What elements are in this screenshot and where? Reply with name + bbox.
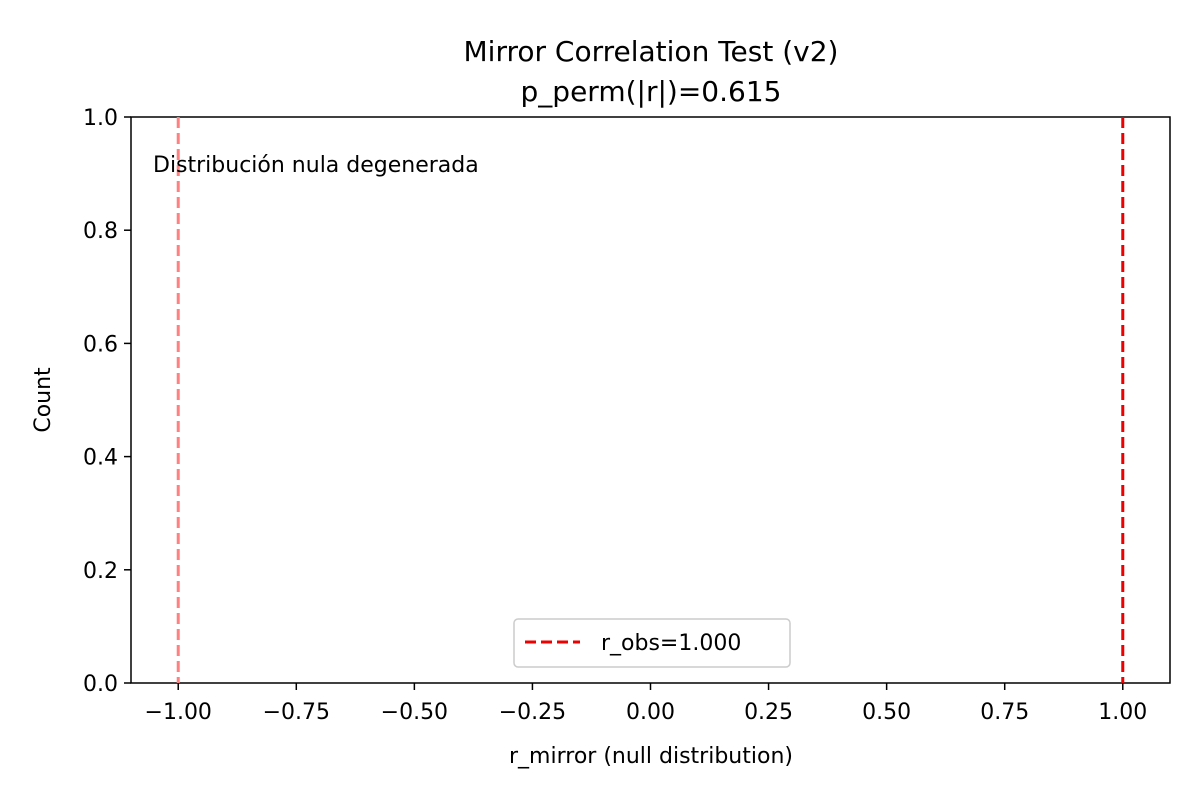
legend-label-r-obs: r_obs=1.000: [601, 631, 741, 656]
reference-lines: [176, 117, 1125, 683]
y-tick-label: 0.0: [83, 672, 118, 697]
x-axis-ticks: −1.00 −0.75 −0.50 −0.25 0.00 0.25 0.50 0.75 1.00: [145, 683, 1147, 725]
x-tick-label: 0.75: [980, 700, 1029, 725]
y-tick-label: 1.0: [83, 106, 118, 131]
x-tick-label: 0.25: [744, 700, 793, 725]
x-tick-label: −0.50: [381, 700, 448, 725]
x-tick-label: −0.25: [499, 700, 566, 725]
y-tick-label: 0.8: [83, 219, 118, 244]
x-tick-label: −1.00: [145, 700, 212, 725]
y-tick-label: 0.6: [83, 332, 118, 357]
x-tick-label: 0.00: [626, 700, 675, 725]
x-tick-label: 1.00: [1098, 700, 1147, 725]
y-axis-ticks: 0.0 0.2 0.4 0.6 0.8 1.0: [83, 106, 131, 697]
x-axis-label: r_mirror (null distribution): [509, 744, 793, 769]
x-tick-label: −0.75: [263, 700, 330, 725]
y-axis-label: Count: [31, 367, 56, 433]
plot-area-frame: [130, 116, 1171, 684]
chart-legend: r_obs=1.000: [513, 618, 791, 668]
degenerate-null-annotation: Distribución nula degenerada: [153, 153, 479, 178]
chart-title: Mirror Correlation Test (v2): [464, 35, 839, 68]
y-tick-label: 0.2: [83, 559, 118, 584]
y-tick-label: 0.4: [83, 446, 118, 471]
chart-subtitle: p_perm(|r|)=0.615: [521, 75, 782, 108]
legend-box: [513, 618, 791, 668]
x-tick-label: 0.50: [862, 700, 911, 725]
